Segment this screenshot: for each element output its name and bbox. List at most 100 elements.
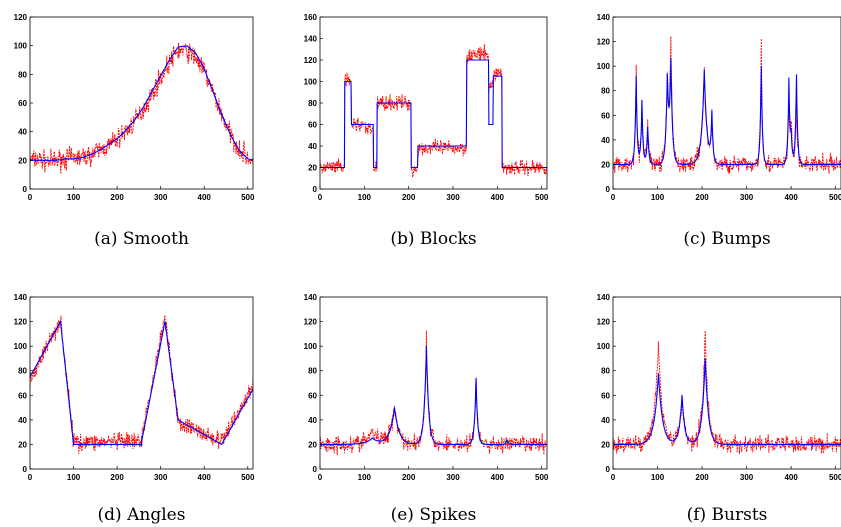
series-clean [30,45,253,161]
x-tick-label: 500 [535,473,549,482]
y-tick-label: 60 [18,391,27,400]
panel-caption: (a) Smooth [94,229,189,249]
y-tick-label: 100 [14,342,28,351]
y-tick-label: 40 [18,416,27,425]
panel-bursts: 0 100 200 300 400 500 0 20 40 60 80 100 120 140 (f) Bu… [597,293,841,525]
y-tick-label: 60 [308,121,317,130]
x-tick-label: 500 [535,193,549,202]
x-tick-label: 300 [154,193,168,202]
y-tick-label: 160 [304,13,318,22]
y-tick-label: 120 [304,318,318,327]
y-tick-label: 60 [308,391,317,400]
y-tick-label: 140 [597,13,611,22]
y-tick-label: 100 [597,342,611,351]
series-noisy [613,36,841,174]
y-tick-label: 0 [313,185,318,194]
y-tick-label: 80 [308,99,317,108]
x-tick-label: 100 [651,193,665,202]
x-tick-label: 400 [784,193,798,202]
series-clean [320,59,547,169]
series-noisy [30,42,253,174]
y-tick-label: 140 [14,293,28,302]
panel-spikes: 0 100 200 300 400 500 0 20 40 60 80 100 120 140 (e) Sp… [304,293,549,525]
y-tick-label: 0 [23,465,28,474]
panel-caption: (b) Blocks [390,229,476,249]
y-tick-label: 20 [308,440,317,449]
axes-frame [319,16,548,190]
x-tick-label: 0 [318,193,323,202]
series-noisy [30,315,253,454]
y-tick-label: 0 [23,185,28,194]
y-tick-label: 60 [601,111,610,120]
y-tick-label: 20 [601,160,610,169]
panel-bumps: 0 100 200 300 400 500 0 20 40 60 80 100 120 140 (c) Bu… [597,13,841,249]
x-tick-label: 200 [110,473,124,482]
x-tick-label: 200 [695,473,709,482]
x-tick-label: 0 [611,473,616,482]
y-tick-label: 20 [18,156,27,165]
axes-frame [29,296,254,470]
x-tick-label: 200 [402,473,416,482]
y-tick-label: 20 [18,440,27,449]
y-tick-label: 100 [14,42,28,51]
x-tick-label: 0 [611,193,616,202]
series-clean [613,358,841,445]
series-clean [320,346,547,445]
y-tick-label: 140 [597,293,611,302]
axes-frame [319,296,548,470]
x-tick-label: 200 [695,193,709,202]
x-tick-label: 400 [491,473,505,482]
y-tick-label: 60 [18,99,27,108]
y-tick-label: 80 [18,367,27,376]
series-noisy [320,330,547,456]
y-tick-label: 100 [304,342,318,351]
y-tick-label: 140 [304,293,318,302]
series-noisy [320,44,547,178]
x-tick-label: 300 [446,473,460,482]
panel-caption: (e) Spikes [391,505,477,525]
series-clean [613,57,841,165]
x-tick-label: 100 [358,473,372,482]
x-tick-label: 300 [154,473,168,482]
y-tick-label: 0 [606,185,611,194]
y-tick-label: 120 [14,13,28,22]
y-tick-label: 40 [308,142,317,151]
x-tick-label: 400 [198,193,212,202]
y-tick-label: 20 [308,164,317,173]
x-tick-label: 300 [740,193,754,202]
x-tick-label: 300 [740,473,754,482]
y-tick-label: 40 [601,416,610,425]
axes-frame [612,296,841,470]
y-tick-label: 0 [606,465,611,474]
panel-blocks: 0 100 200 300 400 500 0 20 40 60 80 100 120 140 160 (b)… [304,13,549,249]
x-tick-label: 400 [491,193,505,202]
panel-smooth: 0 100 200 300 400 500 0 20 40 60 80 100 120 (a) Smoot… [14,13,255,249]
x-tick-label: 400 [784,473,798,482]
y-tick-label: 80 [601,87,610,96]
panel-caption: (c) Bumps [683,229,770,249]
x-tick-label: 500 [829,473,841,482]
x-tick-label: 0 [28,193,33,202]
y-tick-label: 40 [18,128,27,137]
y-tick-label: 120 [304,56,318,65]
y-tick-label: 100 [597,62,611,71]
x-tick-label: 0 [318,473,323,482]
x-tick-label: 0 [28,473,33,482]
axes-frame [612,16,841,190]
y-tick-label: 120 [597,318,611,327]
panel-caption: (f) Bursts [687,505,768,525]
x-tick-label: 100 [67,193,81,202]
panel-caption: (d) Angles [98,505,186,525]
y-tick-label: 60 [601,391,610,400]
x-tick-label: 100 [358,193,372,202]
y-tick-label: 0 [313,465,318,474]
y-tick-label: 80 [18,70,27,79]
series-noisy [613,330,841,455]
y-tick-label: 80 [308,367,317,376]
series-clean [30,319,253,446]
y-tick-label: 140 [304,35,318,44]
x-tick-label: 500 [241,193,255,202]
x-tick-label: 200 [402,193,416,202]
y-tick-label: 80 [601,367,610,376]
